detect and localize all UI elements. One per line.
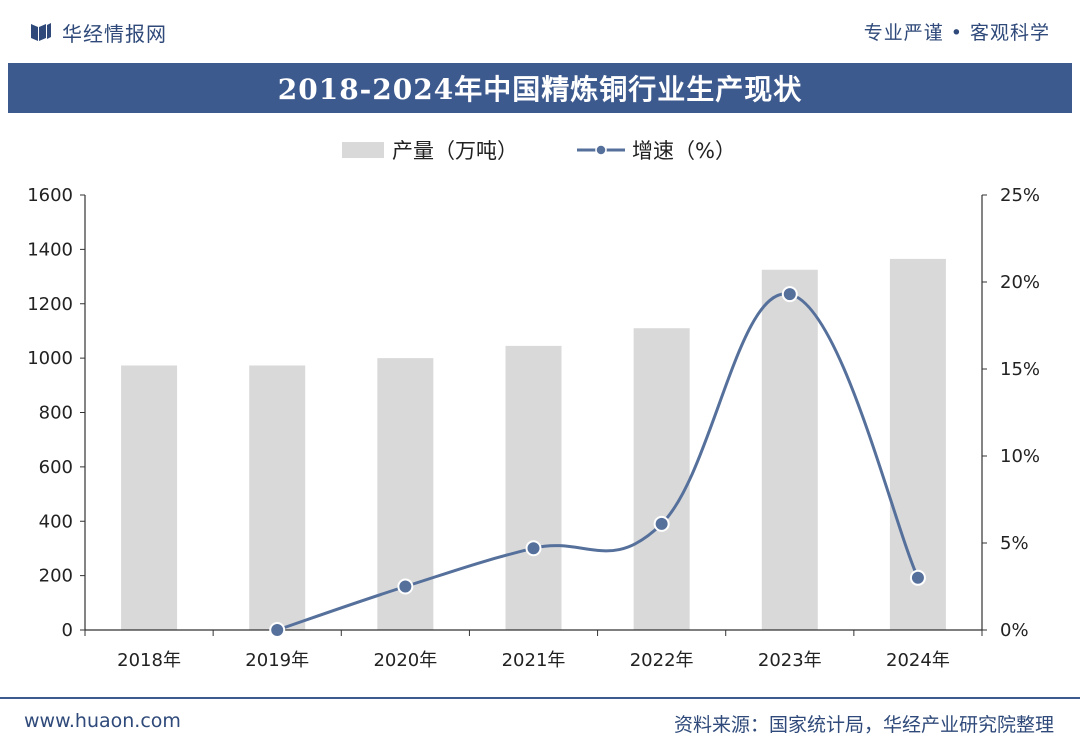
bar-1 xyxy=(249,365,306,630)
axes xyxy=(80,194,987,636)
y-right-tick-label-0: 0% xyxy=(1000,620,1029,641)
growth-point-2 xyxy=(525,540,542,557)
y-left-tick-label-6: 1200 xyxy=(27,294,73,315)
bar-6 xyxy=(889,258,946,630)
bar-series xyxy=(121,258,946,630)
x-tick-label-2: 2020年 xyxy=(373,650,437,671)
line-series xyxy=(269,286,926,638)
y-left-tick-label-0: 0 xyxy=(62,620,73,641)
tick-labels: 0 200 400 600 800 1000 1200 1400 1600 0% 5% 10% 15% 2… xyxy=(27,185,1040,671)
footer-website[interactable]: www.huaon.com xyxy=(24,710,181,732)
y-right-tick-label-3: 15% xyxy=(1000,359,1040,380)
y-right-tick-label-5: 25% xyxy=(1000,185,1040,206)
y-left-tick-label-5: 1000 xyxy=(27,348,73,369)
chart-title: 2018-2024年中国精炼铜行业生产现状 xyxy=(277,73,803,106)
growth-point-3 xyxy=(653,515,670,532)
y-left-tick-label-2: 400 xyxy=(39,511,73,532)
bar-0 xyxy=(121,365,178,630)
growth-point-0 xyxy=(269,622,286,638)
slogan: 专业严谨 • 客观科学 xyxy=(863,22,1050,44)
x-tick-label-0: 2018年 xyxy=(117,650,181,671)
y-left-tick-label-7: 1400 xyxy=(27,239,73,260)
brand-logo-icon xyxy=(31,23,51,41)
legend-line-label: 增速（%） xyxy=(632,139,736,163)
y-left-tick-label-3: 600 xyxy=(39,457,73,478)
y-right-tick-label-4: 20% xyxy=(1000,272,1040,293)
legend-bar-swatch xyxy=(342,142,384,158)
y-right-tick-label-2: 10% xyxy=(1000,446,1040,467)
footer-divider xyxy=(0,697,1080,699)
x-tick-label-5: 2023年 xyxy=(758,650,822,671)
legend-bar-label: 产量（万吨） xyxy=(392,139,518,163)
x-tick-label-1: 2019年 xyxy=(245,650,309,671)
growth-point-4 xyxy=(781,286,798,303)
footer-source: 资料来源：国家统计局，华经产业研究院整理 xyxy=(673,714,1054,736)
growth-line xyxy=(276,292,920,632)
x-tick-label-6: 2024年 xyxy=(886,650,950,671)
y-left-tick-label-8: 1600 xyxy=(27,185,73,206)
x-tick-label-4: 2022年 xyxy=(630,650,694,671)
brand-name: 华经情报网 xyxy=(62,21,167,46)
title-bar: 2018-2024年中国精炼铜行业生产现状 xyxy=(8,63,1072,113)
y-left-tick-label-4: 800 xyxy=(39,403,73,424)
brand: 华经情报网 xyxy=(30,18,167,46)
y-left-tick-label-1: 200 xyxy=(39,566,73,587)
growth-point-1 xyxy=(397,578,414,595)
bar-5 xyxy=(761,269,818,630)
bar-4 xyxy=(633,328,690,630)
growth-point-5 xyxy=(909,569,926,586)
x-tick-label-3: 2021年 xyxy=(502,650,566,671)
top-header: 华经情报网 专业严谨 • 客观科学 xyxy=(0,0,1080,60)
legend: 产量（万吨） 增速（%） xyxy=(342,139,736,163)
legend-line-marker xyxy=(595,144,607,156)
bar-3 xyxy=(505,345,562,630)
y-right-tick-label-1: 5% xyxy=(1000,533,1029,554)
